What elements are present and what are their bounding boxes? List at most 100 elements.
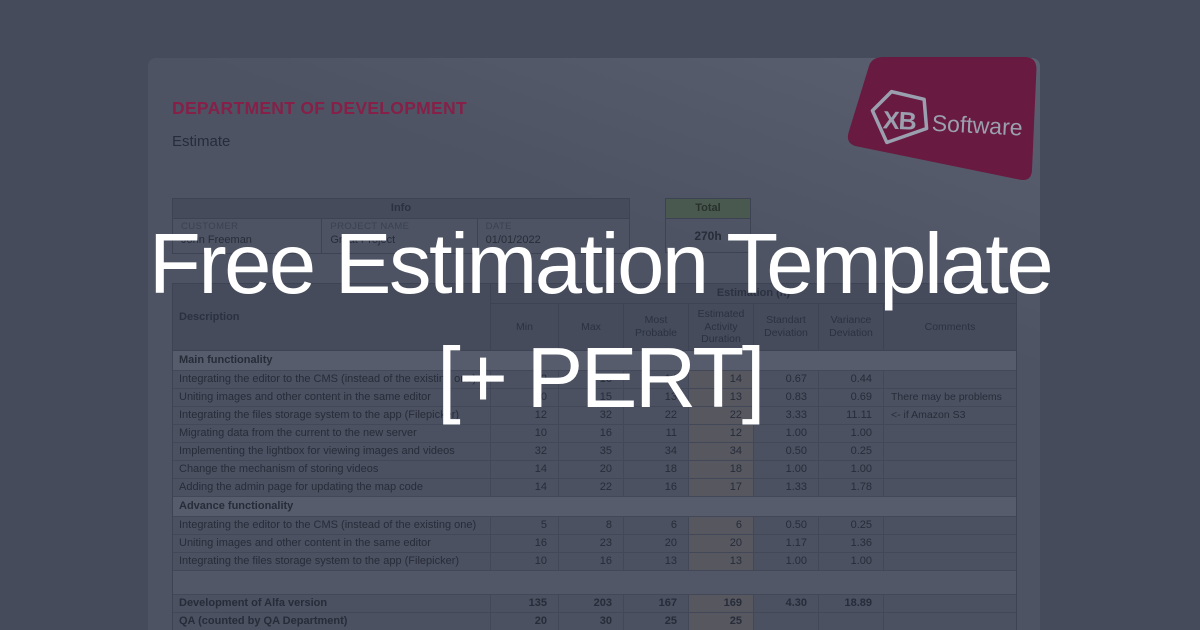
table-row: Integrating the editor to the CMS (inste… (173, 371, 1016, 389)
table-body: Main functionality Integrating the editor… (173, 351, 1016, 630)
cell-max: 20 (559, 461, 624, 478)
cell-mp: 167 (624, 595, 689, 612)
table-row: Uniting images and other content in the … (173, 535, 1016, 553)
cell-max: 16 (559, 425, 624, 442)
cell-mp: 20 (624, 535, 689, 552)
table-row: Development of Alfa version 135 203 167 169 4… (173, 595, 1016, 613)
cell-description: Uniting images and other content in the … (173, 389, 491, 406)
section-row: Main functionality (173, 351, 1016, 371)
cell-description: Integrating the editor to the CMS (inste… (173, 371, 491, 388)
cell-vd: 0.25 (819, 517, 884, 534)
info-panel: Info CUSTOMER John Freeman PROJECT NAME Gre… (172, 198, 630, 254)
section-row: Advance functionality (173, 497, 1016, 517)
cell-est: 12 (689, 425, 754, 442)
table-row: Implementing the lightbox for viewing im… (173, 443, 1016, 461)
cell-vd: 0.44 (819, 371, 884, 388)
cell-comment: <- if Amazon S3 (891, 409, 966, 421)
cell-description: Integrating the files storage system to … (173, 407, 491, 424)
info-field: PROJECT NAME Great Project (322, 219, 478, 253)
cell-description: Integrating the files storage system to … (173, 553, 491, 570)
cell-comment (884, 613, 1016, 630)
table-row: Integrating the files storage system to … (173, 553, 1016, 571)
cell-comment (884, 479, 1016, 496)
cell-mp: 11 (624, 425, 689, 442)
cell-max: 30 (559, 613, 624, 630)
cell-comment (884, 425, 1016, 442)
cell-mp: 34 (624, 443, 689, 460)
cell-sd: 3.33 (754, 407, 819, 424)
cell-vd: 1.00 (819, 425, 884, 442)
cell-description: Implementing the lightbox for viewing im… (173, 443, 491, 460)
cell-est: 14 (689, 371, 754, 388)
info-field-value: Great Project (330, 234, 396, 246)
cell-comment (884, 443, 1016, 460)
table-row: Integrating the files storage system to … (173, 407, 1016, 425)
spacer-row (173, 571, 1016, 595)
cell-max: 35 (559, 443, 624, 460)
cell-min: 12 (491, 407, 559, 424)
cell-est: 20 (689, 535, 754, 552)
cell-sd: 1.00 (754, 553, 819, 570)
table-row: Migrating data from the current to the n… (173, 425, 1016, 443)
cell-vd: 1.00 (819, 461, 884, 478)
cell-mp: 13 (624, 389, 689, 406)
column-header: Max (559, 304, 624, 351)
info-field-label: CUSTOMER (181, 221, 239, 232)
cell-description: Migrating data from the current to the n… (173, 425, 491, 442)
info-field-label: DATE (485, 221, 512, 232)
cell-min: 10 (491, 389, 559, 406)
estimation-columns-group: Estimation (h) Min Max Most Probable Estima… (491, 284, 1016, 351)
cell-sd: 0.83 (754, 389, 819, 406)
xb-software-badge: XB Software (847, 57, 1037, 180)
cell-comment (884, 595, 1016, 612)
cell-max: 203 (559, 595, 624, 612)
info-field: DATE 01/01/2022 (478, 219, 629, 253)
cell-vd: 18.89 (819, 595, 884, 612)
cell-est: 34 (689, 443, 754, 460)
cell-description: Adding the admin page for updating the m… (173, 479, 491, 496)
document-title: DEPARTMENT OF DEVELOPMENT (172, 98, 467, 118)
cell-mp: 16 (624, 479, 689, 496)
cell-description: Uniting images and other content in the … (173, 535, 491, 552)
cell-min: 5 (491, 517, 559, 534)
total-header: Total (666, 199, 750, 219)
column-header-description: Description (173, 284, 491, 351)
cell-comment (884, 553, 1016, 570)
cell-vd: 1.78 (819, 479, 884, 496)
cell-sd: 1.17 (754, 535, 819, 552)
info-field-value: 01/01/2022 (485, 234, 541, 246)
info-header: Info (173, 199, 629, 219)
cell-est: 25 (689, 613, 754, 630)
cell-max: 16 (559, 371, 624, 388)
cell-comment: There may be problems (891, 391, 1002, 403)
column-header: Standart Deviation (754, 304, 819, 351)
cell-mp: 13 (624, 553, 689, 570)
cell-mp: 22 (624, 407, 689, 424)
cell-est: 13 (689, 389, 754, 406)
banner-title-line1: Free Estimation Template (148, 217, 1054, 312)
cell-est: 6 (689, 517, 754, 534)
table-row: QA (counted by QA Department) 20 30 25 25 (173, 613, 1016, 630)
cell-mp: 6 (624, 517, 689, 534)
column-header: Variance Deviation (819, 304, 884, 351)
cell-max: 8 (559, 517, 624, 534)
cell-vd: 0.25 (819, 443, 884, 460)
cell-sd: 1.00 (754, 425, 819, 442)
cell-vd: 1.00 (819, 553, 884, 570)
cell-sd: 1.00 (754, 461, 819, 478)
cell-vd (819, 613, 884, 630)
cell-max: 15 (559, 389, 624, 406)
cell-mp: 18 (624, 461, 689, 478)
cell-sd: 0.50 (754, 517, 819, 534)
cell-max: 23 (559, 535, 624, 552)
cell-sd: 0.67 (754, 371, 819, 388)
cell-max: 22 (559, 479, 624, 496)
cell-mp: 14 (624, 371, 689, 388)
info-field-label: PROJECT NAME (330, 221, 410, 232)
cell-min: 14 (491, 479, 559, 496)
cell-sd: 4.30 (754, 595, 819, 612)
table-row: Integrating the editor to the CMS (inste… (173, 517, 1016, 535)
table-header: Description Estimation (h) Min Max Most Pr… (173, 284, 1016, 351)
cell-sd: 0.50 (754, 443, 819, 460)
